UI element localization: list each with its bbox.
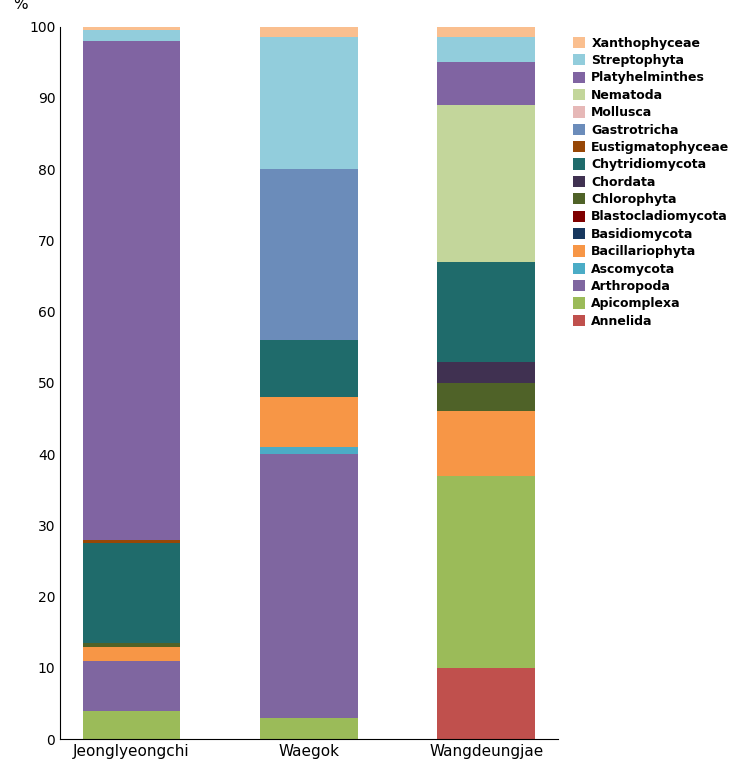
Bar [437, 668, 535, 739]
Bar [83, 643, 180, 647]
Bar [83, 647, 180, 661]
Legend: Xanthophyceae, Streptophyta, Platyhelminthes, Nematoda, Mollusca, Gastrotricha, : Xanthophyceae, Streptophyta, Platyhelmin… [569, 33, 734, 332]
Bar [83, 41, 180, 540]
Bar [260, 718, 358, 739]
Bar [260, 27, 358, 38]
Bar [437, 38, 535, 62]
Bar [83, 543, 180, 643]
Bar [437, 262, 535, 362]
Bar [260, 38, 358, 169]
Bar [437, 476, 535, 668]
Bar [437, 411, 535, 476]
Bar [83, 540, 180, 543]
Bar [83, 711, 180, 739]
Bar [260, 340, 358, 398]
Bar [260, 398, 358, 447]
Bar [83, 31, 180, 41]
Bar [437, 27, 535, 38]
Bar [437, 62, 535, 105]
Bar [437, 105, 535, 262]
Bar [260, 447, 358, 454]
Bar [437, 383, 535, 411]
Y-axis label: %: % [13, 0, 27, 12]
Bar [83, 27, 180, 31]
Bar [437, 362, 535, 383]
Bar [260, 169, 358, 340]
Bar [83, 661, 180, 711]
Bar [260, 454, 358, 718]
